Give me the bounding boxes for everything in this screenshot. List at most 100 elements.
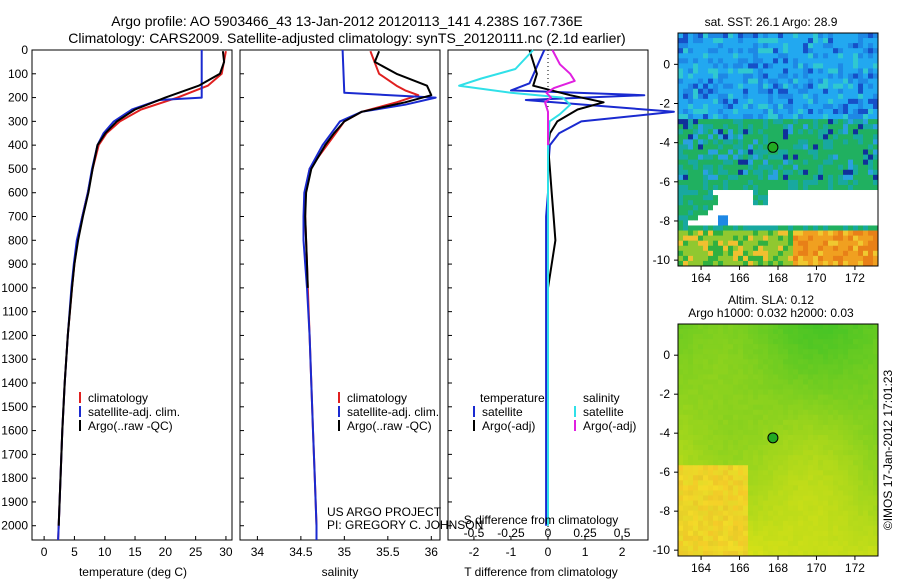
map-cell	[808, 184, 814, 191]
map-cell	[758, 389, 764, 396]
map-cell	[713, 159, 719, 166]
map-cell	[698, 429, 704, 436]
map-cell	[828, 129, 834, 135]
map-cell	[828, 174, 834, 181]
map-cell	[753, 48, 759, 54]
map-cell	[843, 93, 849, 100]
map-cell	[768, 129, 774, 135]
map-cell	[743, 470, 749, 476]
map-cell	[698, 159, 704, 166]
map-cell	[813, 364, 819, 370]
map-cell	[768, 424, 774, 431]
map-cell	[773, 245, 779, 252]
map-cell	[688, 260, 694, 267]
map-cell	[723, 103, 729, 110]
map-cell	[863, 550, 869, 557]
map-cell	[703, 535, 709, 542]
map-cell	[808, 369, 814, 375]
map-cell	[753, 490, 759, 496]
map-cell	[723, 485, 729, 491]
map-cell	[808, 144, 814, 150]
map-cell	[693, 210, 699, 216]
map-cell	[843, 510, 849, 517]
map-cell	[683, 108, 689, 115]
map-cell	[803, 78, 809, 85]
map-cell	[793, 195, 799, 201]
map-cell	[693, 434, 699, 441]
map-cell	[758, 240, 764, 247]
map-cell	[768, 460, 774, 466]
map-cell	[693, 409, 699, 416]
map-cell	[828, 329, 834, 335]
map-cell	[758, 53, 764, 59]
map-cell	[863, 495, 869, 501]
map-cell	[753, 480, 759, 486]
map-cell	[813, 235, 819, 242]
map-cell	[723, 490, 729, 496]
map-cell	[743, 58, 749, 64]
map-cell	[868, 119, 874, 125]
map-cell	[713, 139, 719, 145]
map-cell	[718, 404, 724, 411]
map-cell	[753, 73, 759, 79]
map-cell	[748, 445, 754, 451]
map-cell	[693, 475, 699, 481]
map-cell	[728, 455, 734, 461]
map-cell	[828, 124, 834, 130]
map-cell	[703, 220, 709, 226]
map-cell	[773, 379, 779, 385]
map-cell	[833, 369, 839, 375]
map-cell	[703, 139, 709, 145]
map-cell	[868, 540, 874, 547]
map-cell	[868, 334, 874, 340]
map-cell	[768, 354, 774, 360]
map-cell	[748, 470, 754, 476]
map-cell	[698, 154, 704, 161]
map-cell	[698, 169, 704, 176]
map-cell	[843, 139, 849, 145]
map-cell	[753, 144, 759, 150]
map-cell	[838, 550, 844, 557]
map-cell	[708, 68, 714, 74]
map-cell	[773, 88, 779, 95]
map-cell	[863, 344, 869, 350]
depth-tick-label: 600	[8, 186, 28, 200]
map-cell	[843, 200, 849, 206]
map-cell	[693, 429, 699, 436]
map-cell	[783, 470, 789, 476]
map-cell	[773, 179, 779, 186]
map-cell	[738, 394, 744, 401]
map-cell	[773, 129, 779, 135]
map-cell	[738, 334, 744, 340]
map-cell	[868, 48, 874, 54]
map-cell	[763, 250, 769, 257]
map-cell	[713, 535, 719, 542]
map-cell	[808, 230, 814, 237]
map-cell	[683, 470, 689, 476]
map-cell	[753, 530, 759, 537]
map-cell	[863, 255, 869, 262]
map-cell	[868, 404, 874, 411]
map-cell	[678, 250, 684, 257]
map-cell	[683, 354, 689, 360]
map-cell	[868, 465, 874, 471]
map-cell	[828, 409, 834, 416]
map-cell	[788, 344, 794, 350]
map-cell	[868, 129, 874, 135]
map-cell	[743, 119, 749, 125]
map-cell	[788, 98, 794, 105]
map-cell	[803, 530, 809, 537]
map-cell	[863, 164, 869, 171]
map-cell	[863, 399, 869, 406]
map-cell	[728, 419, 734, 426]
map-cell	[868, 324, 874, 330]
map-cell	[783, 184, 789, 191]
map-cell	[818, 515, 824, 522]
map-cell	[858, 190, 864, 196]
map-cell	[828, 210, 834, 216]
map-cell	[713, 88, 719, 95]
map-cell	[818, 240, 824, 247]
map-cell	[808, 43, 814, 49]
map-cell	[763, 520, 769, 527]
